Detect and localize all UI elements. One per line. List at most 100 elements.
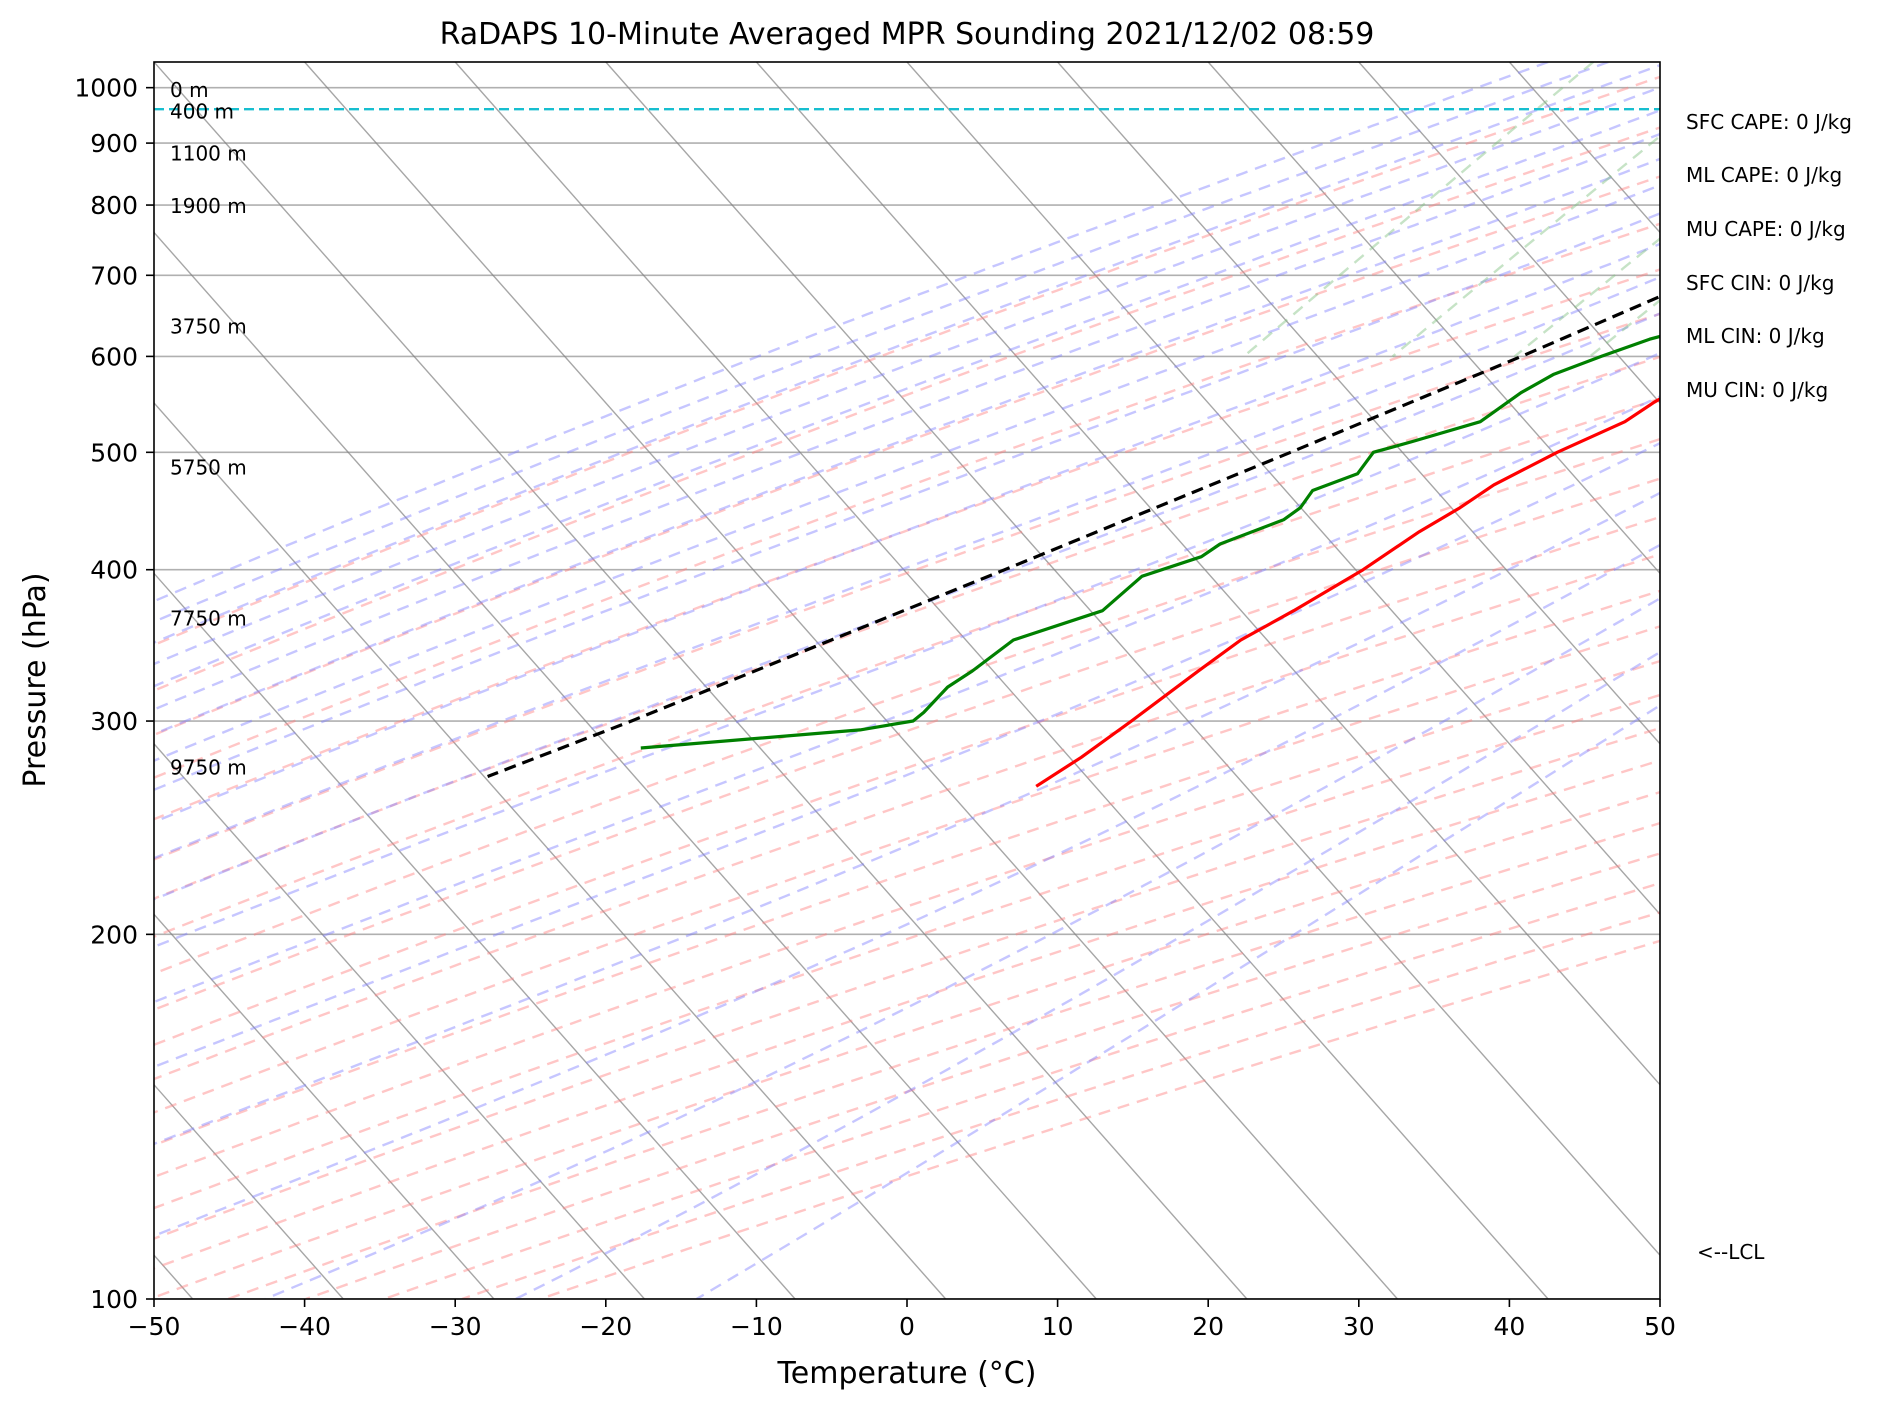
x-tick-label: 50 bbox=[1644, 1312, 1676, 1341]
x-tick-label: 10 bbox=[1042, 1312, 1074, 1341]
y-tick-label: 800 bbox=[90, 191, 138, 220]
y-tick-label: 600 bbox=[90, 342, 138, 371]
x-tick-label: 30 bbox=[1343, 1312, 1375, 1341]
axis-ticks: −50 −40 −30 −20 −10 0 10 20 30 40 50 100 200 300 400 50… bbox=[74, 74, 1676, 1341]
y-tick-label: 200 bbox=[90, 920, 138, 949]
isotherm-line bbox=[1207, 62, 1660, 575]
moist-adiabat-line bbox=[154, 109, 1660, 688]
dry-adiabat-line bbox=[154, 268, 1660, 821]
dry-adiabat-line bbox=[154, 126, 1660, 692]
plot-frame bbox=[153, 61, 1661, 1300]
mixing-ratio-line bbox=[1589, 298, 1660, 358]
height-label: 0 m bbox=[170, 78, 209, 102]
y-axis-label: Pressure (hPa) bbox=[18, 572, 53, 787]
moist-adiabat-line bbox=[154, 242, 1660, 824]
moist-adiabat-line bbox=[154, 62, 1609, 623]
lcl-label: <--LCL bbox=[1697, 1240, 1765, 1264]
isotherm-line bbox=[1659, 62, 1660, 64]
height-label: 5750 m bbox=[170, 455, 247, 479]
moist-adiabat-line bbox=[154, 351, 1660, 949]
isotherm-line bbox=[1811, 62, 1882, 1299]
dry-adiabat-line bbox=[305, 852, 1660, 1299]
y-tick-label: 1000 bbox=[74, 74, 138, 103]
moist-adiabat-line bbox=[154, 543, 1660, 1238]
dry-adiabat-line bbox=[539, 939, 1660, 1299]
height-label: 1900 m bbox=[170, 194, 247, 218]
isotherm-line bbox=[154, 401, 947, 1299]
mu-cape-text: MU CAPE: 0 J/kg bbox=[1686, 217, 1846, 241]
moist-adiabat-line bbox=[154, 212, 1660, 792]
moist-adiabat-line bbox=[154, 63, 1660, 644]
sfc-cin-text: SFC CIN: 0 J/kg bbox=[1686, 271, 1834, 295]
x-tick-label: −10 bbox=[730, 1312, 783, 1341]
y-tick-label: 700 bbox=[90, 261, 138, 290]
height-label: 1100 m bbox=[170, 141, 247, 165]
dry-adiabat-line bbox=[154, 515, 1660, 1047]
mixing-ratio-line bbox=[1391, 134, 1660, 358]
isotherm-line bbox=[755, 62, 1660, 1086]
dry-adiabat-line bbox=[154, 397, 1660, 938]
dry-adiabat-line bbox=[154, 437, 1660, 975]
y-tick-label: 100 bbox=[90, 1285, 138, 1314]
sfc-cape-text: SFC CAPE: 0 J/kg bbox=[1686, 110, 1852, 134]
dry-adiabat-line bbox=[154, 175, 1660, 737]
mixing-ratio-line bbox=[1243, 62, 1595, 358]
y-tick-label: 900 bbox=[90, 129, 138, 158]
x-tick-label: 0 bbox=[899, 1312, 915, 1341]
parcel-profile-line bbox=[487, 294, 1660, 778]
isotherm-line bbox=[304, 62, 1399, 1299]
isotherm-line bbox=[1057, 62, 1660, 745]
isotherm-line bbox=[154, 62, 1248, 1299]
background-lines bbox=[154, 62, 1882, 1299]
dry-adiabat-line bbox=[154, 693, 1660, 1210]
dry-adiabat-line bbox=[227, 821, 1660, 1299]
x-tick-label: −30 bbox=[429, 1312, 482, 1341]
height-label: 3750 m bbox=[170, 314, 247, 338]
isotherm-line bbox=[454, 62, 1549, 1299]
isotherm-line bbox=[154, 572, 796, 1299]
isotherm-line bbox=[154, 742, 646, 1299]
moist-adiabat-line bbox=[515, 650, 1660, 1299]
moist-adiabat-line bbox=[154, 395, 1660, 1004]
dry-adiabat-line bbox=[154, 589, 1660, 1114]
x-tick-label: −50 bbox=[128, 1312, 181, 1341]
isotherm-line bbox=[605, 62, 1660, 1257]
isotherm-line bbox=[154, 913, 495, 1299]
y-tick-label: 500 bbox=[90, 438, 138, 467]
mu-cin-text: MU CIN: 0 J/kg bbox=[1686, 378, 1828, 402]
isotherm-line bbox=[154, 231, 1097, 1299]
x-tick-label: 40 bbox=[1493, 1312, 1525, 1341]
isotherm-line bbox=[154, 1083, 344, 1299]
moist-adiabat-line bbox=[154, 62, 1549, 603]
dry-adiabat-line bbox=[154, 625, 1660, 1147]
y-tick-label: 300 bbox=[90, 707, 138, 736]
dry-adiabat-line bbox=[154, 759, 1660, 1270]
dewpoint-line bbox=[640, 334, 1660, 750]
height-label: 400 m bbox=[170, 99, 234, 123]
sounding-lines bbox=[154, 107, 1660, 788]
dry-adiabat-line bbox=[154, 222, 1660, 779]
moist-adiabat-line bbox=[154, 275, 1660, 860]
moist-adiabat-line bbox=[154, 183, 1660, 762]
moist-adiabat-line bbox=[695, 703, 1660, 1299]
dry-adiabat-line bbox=[154, 75, 1660, 647]
height-label: 7750 m bbox=[170, 606, 247, 630]
temperature-line bbox=[1035, 397, 1660, 788]
mixing-ratio-line bbox=[1786, 62, 1882, 356]
isotherm-line bbox=[1358, 62, 1660, 404]
ml-cin-text: ML CIN: 0 J/kg bbox=[1686, 324, 1825, 348]
chart-title: RaDAPS 10-Minute Averaged MPR Sounding 2… bbox=[440, 17, 1375, 52]
moist-adiabat-line bbox=[154, 132, 1660, 711]
y-tick-label: 400 bbox=[90, 556, 138, 585]
x-tick-label: −20 bbox=[579, 1312, 632, 1341]
mixing-ratio-line bbox=[1513, 237, 1660, 358]
x-tick-label: −40 bbox=[278, 1312, 331, 1341]
mixing-ratio-line bbox=[1690, 62, 1882, 356]
mixing-ratio-line bbox=[1873, 62, 1882, 356]
ml-cape-text: ML CAPE: 0 J/kg bbox=[1686, 163, 1842, 187]
x-axis-label: Temperature (°C) bbox=[777, 1356, 1037, 1391]
moist-adiabat-line bbox=[154, 312, 1660, 901]
x-tick-label: 20 bbox=[1192, 1312, 1224, 1341]
